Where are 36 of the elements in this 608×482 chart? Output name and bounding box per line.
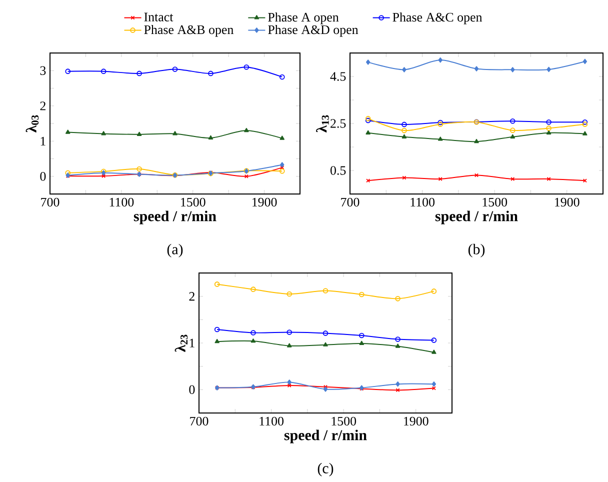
text: (b) bbox=[468, 244, 485, 258]
y-tick-label: 1 bbox=[190, 338, 194, 348]
x-tick-label: 1500 bbox=[482, 198, 508, 207]
legend-label: Phase A&C open bbox=[392, 12, 482, 24]
y-tick-label: 2 bbox=[189, 292, 194, 301]
y-tick-label: 1 bbox=[40, 136, 46, 146]
text: (c) bbox=[318, 462, 334, 476]
y-tick-label: 0 bbox=[189, 385, 195, 394]
x-tick-label: 1500 bbox=[332, 416, 356, 426]
y-axis-title: λ$_{13}$ bbox=[316, 115, 329, 132]
x-tick-label: 1900 bbox=[555, 198, 580, 207]
legend-label: Phase A&B open bbox=[144, 24, 234, 37]
legend-label: Phase A&D open bbox=[268, 24, 358, 37]
x-tick-label: 1500 bbox=[181, 198, 206, 207]
x-axis-title: speed / r/min bbox=[435, 210, 518, 224]
x-tick-label: 1900 bbox=[252, 198, 277, 207]
x-tick-label: 1900 bbox=[404, 416, 428, 426]
x-tick-label: 700 bbox=[341, 198, 360, 207]
y-axis-title: λ$_{23}$ bbox=[174, 334, 188, 352]
text: (a) bbox=[167, 244, 183, 258]
legend-label: Phase A open bbox=[268, 12, 339, 24]
x-tick-label: 1100 bbox=[410, 198, 435, 207]
y-tick-label: 4.5 bbox=[330, 72, 346, 81]
y-axis-title: λ$_{03}$ bbox=[26, 115, 39, 132]
x-axis-title: speed / r/min bbox=[134, 210, 216, 224]
y-tick-label: 2 bbox=[40, 102, 46, 110]
y-tick-label: 0 bbox=[40, 172, 46, 181]
x-tick-label: 700 bbox=[41, 198, 60, 207]
x-tick-label: 700 bbox=[190, 416, 208, 426]
x-axis-title: speed / r/min bbox=[284, 430, 367, 444]
x-tick-label: 1100 bbox=[110, 198, 134, 207]
y-tick-label: 0.5 bbox=[330, 166, 346, 175]
y-tick-label: 3 bbox=[40, 66, 46, 75]
y-tick-label: 2.5 bbox=[330, 119, 346, 128]
legend-label: Intact bbox=[144, 12, 174, 22]
x-tick-label: 1100 bbox=[260, 416, 284, 426]
